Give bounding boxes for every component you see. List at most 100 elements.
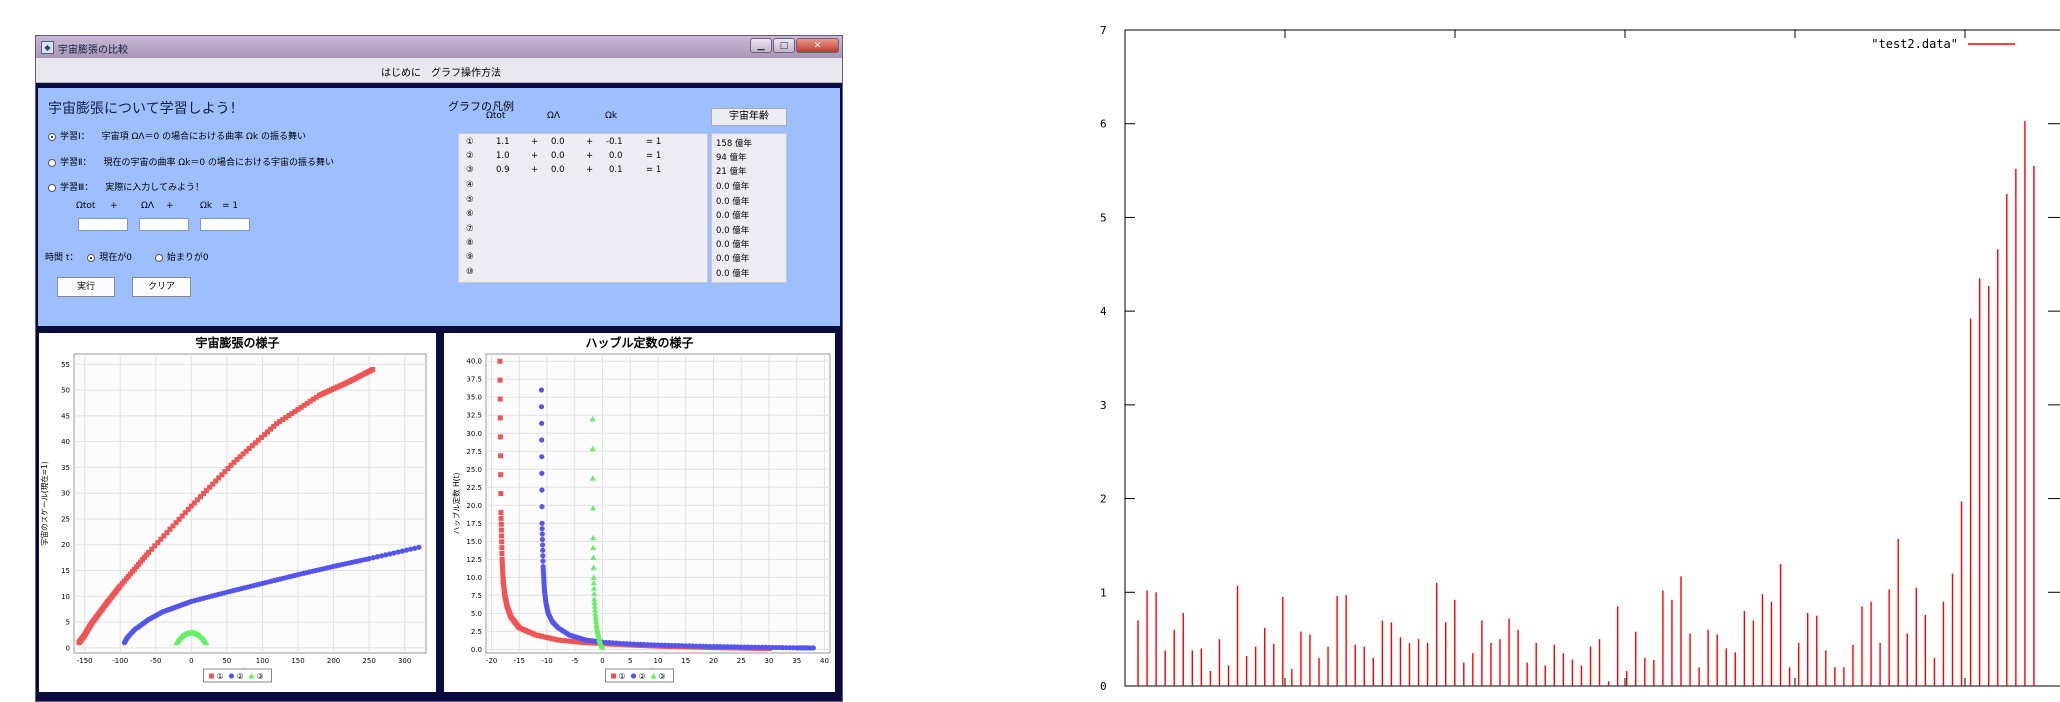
menu-graph-howto[interactable]: グラフ操作方法 [431,64,501,79]
legend-label: ① [217,672,224,681]
mode-3-radio[interactable] [48,184,56,192]
data-point [540,548,545,553]
x-tick-label: 20 [709,657,718,665]
omega-lambda-input[interactable] [139,218,189,231]
mode-1-label: 学習Ⅰ： [60,132,90,142]
omega-k-input[interactable] [200,218,250,231]
legend-mark: ③ [466,165,474,175]
y-tick-label: 2 [1100,493,1107,506]
y-tick-label: 32.5 [466,412,482,420]
y-tick-label: 20 [61,541,70,549]
mode-2-row[interactable]: 学習Ⅱ： 現在の宇宙の曲率 Ωk＝0 の場合における宇宙の振る舞い [48,155,334,168]
menu-intro[interactable]: はじめに [381,64,421,79]
age-value: 0.0 億年 [716,224,749,236]
time-now-radio[interactable] [87,254,95,262]
legend-tot: 1.0 [496,151,510,161]
legend-label: ③ [659,672,666,681]
data-point [499,533,504,538]
y-tick-label: 3 [1100,399,1107,412]
legend-marker [229,673,234,678]
data-point [539,487,544,492]
x-tick-label: 30 [765,657,774,665]
x-tick-label: 25 [737,657,746,665]
plot-border [1125,30,2060,686]
y-tick-label: 30.0 [466,430,482,438]
y-tick-label: 7 [1100,24,1107,37]
data-point [540,532,545,537]
data-point [416,545,421,550]
x-tick-label: 40 [820,657,829,665]
formula-omega-lambda: ΩΛ [141,201,154,211]
legend-header-k: Ωk [605,111,617,121]
hubble-chart[interactable]: ハッブル定数の様子 -20 -15 -10 -5 0 5 10 15 20 25 30 35 40 0.0 2… [444,333,835,692]
data-point [499,516,504,521]
mode-2-radio[interactable] [48,159,56,167]
legend-mark: ⑥ [466,209,474,219]
expansion-chart-panel: 宇宙膨張の様子 -150 -100 -50 0 50 100 150 200 250 300 0 5 10… [39,333,436,692]
legend-label: "test2.data" [1871,37,1958,51]
legend-mark: ⑤ [466,195,474,205]
panel-heading: 宇宙膨張について学習しよう！ [48,98,244,118]
legend-plus: + [586,151,593,161]
y-tick-label: 37.5 [466,376,482,384]
age-value: 0.0 億年 [716,267,749,279]
legend-plus: + [531,165,538,175]
data-point [497,359,502,364]
data-point [539,404,544,409]
x-tick-label: 0 [600,657,604,665]
run-button[interactable]: 実行 [57,277,115,297]
age-header: 宇宙年齢 [711,108,787,126]
time-start-option[interactable]: 始まりが0 [155,253,209,263]
time-now-option[interactable]: 現在が0 [87,253,132,263]
y-tick-label: 10 [61,593,70,601]
mode-3-desc: 実際に入力してみよう！ [105,183,204,193]
x-tick-label: 0 [189,657,193,665]
y-tick-label: 20.0 [466,502,482,510]
data-point [498,415,503,420]
legend-plus: + [586,165,593,175]
clear-button[interactable]: クリア [132,277,191,297]
minimize-button[interactable]: ▁ [750,38,772,53]
y-tick-label: 50 [61,387,70,395]
time-start-radio[interactable] [155,254,163,262]
mode-1-radio[interactable] [48,133,56,141]
legend-table: ① 1.1 +0.0 + -0.1 = 1 ② 1.0 +0.0 +0.0 = 1 ③ 0.9 +0.… [458,133,708,283]
mode-3-row[interactable]: 学習Ⅲ： 実際に入力してみよう！ [48,180,204,193]
plot-area [74,354,426,653]
data-point [539,521,544,526]
legend-mark: ⑩ [466,267,474,277]
title-bar[interactable]: ◆ 宇宙膨張の比較 ▁ □ ✕ [36,36,842,58]
y-tick-label: 40.0 [466,358,482,366]
data-point [540,526,545,531]
data-point [539,437,544,442]
maximize-button[interactable]: □ [773,38,795,53]
y-tick-label: 22.5 [466,484,482,492]
x-tick-label: -20 [486,657,497,665]
age-value: 158 億年 [716,137,752,149]
legend-lambda: 0.0 [551,165,565,175]
x-tick-label: -5 [571,657,578,665]
data-point [539,454,544,459]
y-tick-label: 5 [66,619,70,627]
mode-1-row[interactable]: 学習Ⅰ： 宇宙項 ΩΛ＝0 の場合における曲率 Ωk の振る舞い [48,129,306,142]
y-tick-label: 30 [61,490,70,498]
mode-3-label: 学習Ⅲ： [60,183,93,193]
legend-plus: + [531,137,538,147]
chart-title: 宇宙膨張の様子 [195,335,279,350]
legend-mark: ① [466,137,474,147]
window-title: 宇宙膨張の比較 [58,41,128,56]
close-button[interactable]: ✕ [796,38,839,53]
y-tick-label: 55 [61,361,70,369]
x-tick-label: 300 [398,657,411,665]
legend-mark: ② [466,151,474,161]
age-value: 0.0 億年 [716,195,749,207]
legend-k: 0.1 [609,165,623,175]
data-point [498,453,503,458]
legend-mark: ⑦ [466,224,474,234]
mode-2-desc: 現在の宇宙の曲率 Ωk＝0 の場合における宇宙の振る舞い [103,158,334,168]
formula-plus-1: + [110,201,118,211]
omega-tot-input[interactable] [78,218,128,231]
expansion-chart[interactable]: 宇宙膨張の様子 -150 -100 -50 0 50 100 150 200 250 300 0 5 10… [39,333,436,692]
x-tick-label: -15 [514,657,525,665]
y-tick-label: 0.0 [471,646,482,654]
